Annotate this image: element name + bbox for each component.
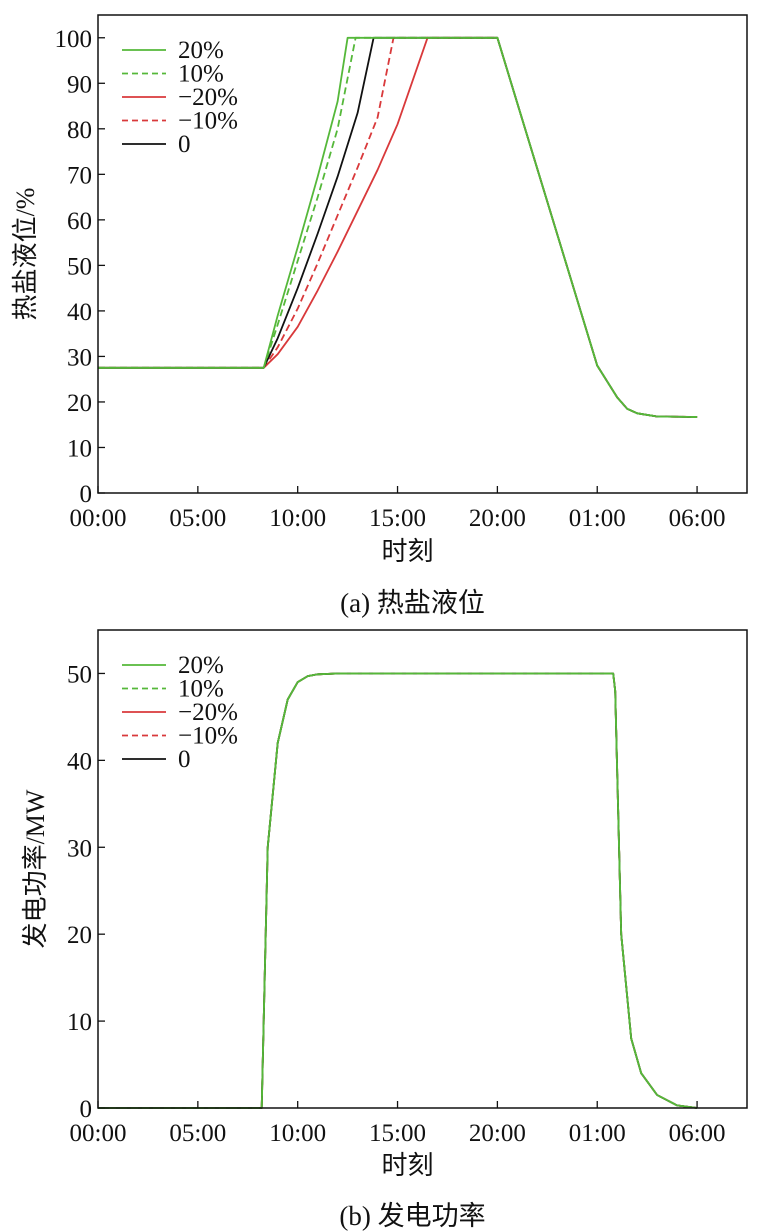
x-axis-label: 时刻 [381, 1151, 433, 1180]
legend-label: −20% [178, 84, 238, 111]
plot-frame [97, 629, 748, 1109]
legend-label: 0 [178, 131, 191, 158]
x-tick-label: 05:00 [169, 1120, 226, 1147]
x-tick-label: 06:00 [669, 1120, 726, 1147]
x-tick-label: 06:00 [669, 505, 726, 532]
y-tick-label: 10 [67, 1009, 92, 1036]
series-line [98, 36, 698, 418]
x-tick-label: 00:00 [70, 1120, 127, 1147]
x-tick-label: 15:00 [369, 505, 426, 532]
x-tick-label: 00:00 [70, 505, 127, 532]
legend-label: 20% [178, 652, 224, 679]
series-line [98, 36, 698, 418]
legend-label: −10% [178, 723, 238, 750]
y-tick-label: 50 [67, 661, 92, 688]
chart-panel-a: 0 10 20 30 40 50 60 70 80 90 100 00:00 05:00 10:00 15:… [11, 14, 748, 618]
y-tick-label: 40 [67, 748, 92, 775]
figure-caption: (b) 发电功率 [339, 1201, 485, 1231]
x-tick-label: 20:00 [469, 1120, 526, 1147]
y-tick-label: 10 [67, 435, 92, 462]
y-tick-label: 70 [67, 162, 92, 189]
legend-label: 10% [178, 676, 224, 703]
legend-label: −20% [178, 699, 238, 726]
legend-label: 0 [178, 746, 191, 773]
y-tick-label: 0 [80, 481, 93, 508]
legend: 20%10%−20%−10%0 [122, 37, 238, 158]
y-tick-label: 40 [67, 299, 92, 326]
x-tick-label: 01:00 [569, 1120, 626, 1147]
y-tick-label: 90 [67, 71, 92, 98]
y-tick-label: 80 [67, 117, 92, 144]
plot-frame [97, 14, 748, 494]
y-tick-label: 20 [67, 390, 92, 417]
legend: 20%10%−20%−10%0 [122, 652, 238, 773]
y-axis-label: 热盐液位/% [11, 188, 40, 321]
y-tick-label: 100 [55, 26, 93, 53]
x-tick-label: 20:00 [469, 505, 526, 532]
y-tick-label: 50 [67, 253, 92, 280]
x-tick-label: 01:00 [569, 505, 626, 532]
y-tick-label: 30 [67, 835, 92, 862]
x-axis-label: 时刻 [381, 537, 433, 566]
series-line [98, 672, 698, 1109]
figure-caption: (a) 热盐液位 [340, 588, 485, 618]
legend-label: 10% [178, 61, 224, 88]
x-tick-label: 15:00 [369, 1120, 426, 1147]
legend-label: 20% [178, 37, 224, 64]
y-tick-label: 60 [67, 208, 92, 235]
y-tick-label: 30 [67, 344, 92, 371]
x-tick-label: 10:00 [269, 1120, 326, 1147]
legend-label: −10% [178, 108, 238, 135]
chart-panel-b: 0 10 20 30 40 50 00:00 05:00 10:00 15:00 20:00 01:0… [21, 629, 748, 1231]
y-tick-label: 20 [67, 922, 92, 949]
y-tick-label: 0 [80, 1096, 93, 1123]
x-tick-label: 05:00 [169, 505, 226, 532]
y-axis-label: 发电功率/MW [21, 789, 50, 948]
x-tick-label: 10:00 [269, 505, 326, 532]
